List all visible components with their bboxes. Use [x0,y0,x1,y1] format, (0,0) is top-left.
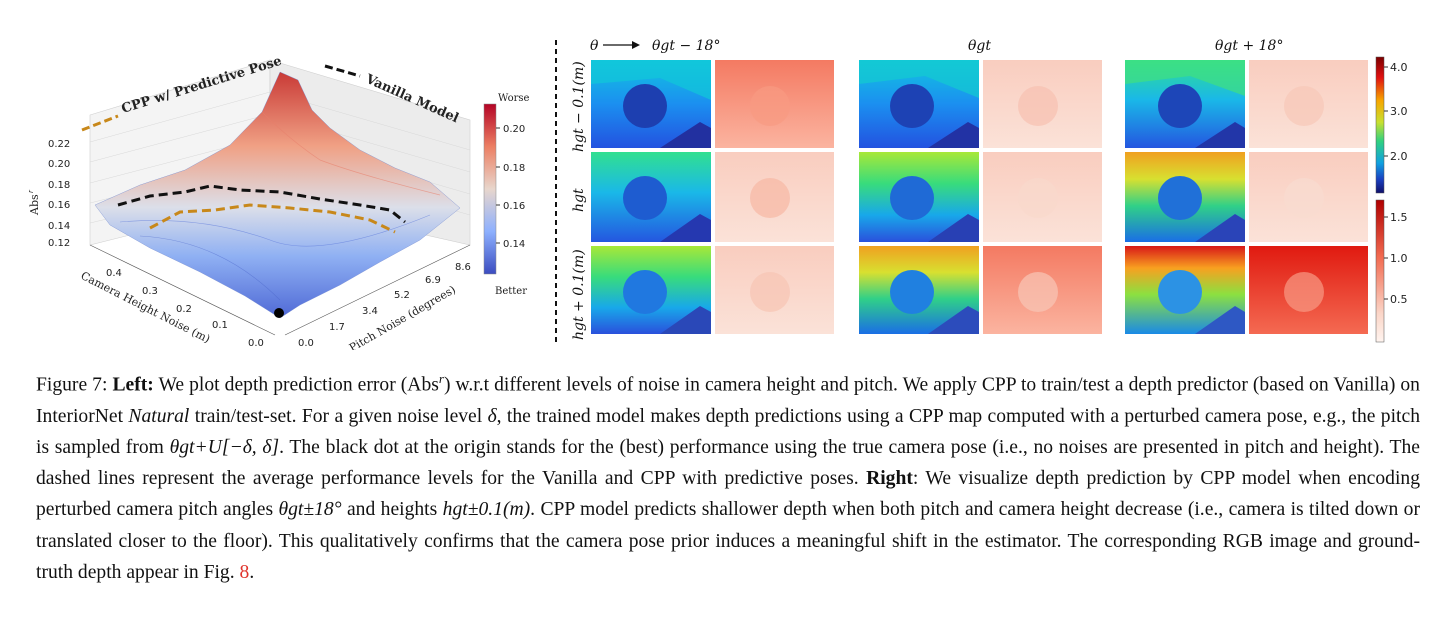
error-colorbar-tick: 1.0 [1390,252,1408,265]
caption-text: . [249,561,255,583]
depth-cell [859,246,979,334]
error-cell [715,60,834,148]
error-cell [1249,152,1368,242]
pitch-tick: 5.2 [394,290,410,301]
vanilla-level-line [117,184,406,224]
row-header: hgt − 0.1(m) [571,61,587,152]
pitch-tick: 8.6 [455,262,471,273]
surface-plot: CPP w/ Predictive Pose Vanilla Model 0.2… [27,54,530,350]
origin-dot [274,308,284,318]
depth-cell [859,152,979,242]
error-surface [94,71,461,319]
col-header: θgt + 18° [1215,38,1283,54]
caption-text: . CPP model predicts shallower depth whe… [36,499,1420,583]
height-tick: 0.1 [212,320,228,331]
pitch-tick: 1.7 [329,322,345,333]
figure-7: CPP w/ Predictive Pose Vanilla Model 0.2… [27,38,1408,350]
pitch-tick: 6.9 [425,275,441,286]
colorbar-tick: 0.16 [503,201,525,212]
colorbar-better-label: Better [495,286,527,297]
z-tick: 0.16 [48,200,70,211]
error-colorbar-tick: 0.5 [1390,293,1408,306]
z-tick: 0.12 [48,238,70,249]
z-tick: 0.22 [48,139,70,150]
depth-cell [1125,152,1245,242]
row-header: hgt [571,188,587,212]
caption-math: δ [487,405,497,427]
caption-math: θgt±18° [278,499,342,521]
pitch-tick: 0.0 [298,338,314,349]
error-colorbar: Worse Better 0.20 0.18 0.16 0.14 [483,93,530,297]
depth-cell [591,246,711,334]
caption-text: . The black dot at the origin stands for… [36,436,1420,490]
depth-cell [591,152,711,242]
figure-caption: Figure 7: Left: We plot depth prediction… [36,363,1420,588]
depth-cell [1125,60,1245,148]
height-axis-label: Camera Height Noise (m) [79,269,213,346]
row-header: hgt + 0.1(m) [571,249,587,340]
caption-text: and heights [341,499,443,521]
caption-math: hgt±0.1(m) [442,499,531,521]
colorbar-tick: 0.20 [503,124,525,135]
error-cell [1249,246,1368,334]
z-axis-label-sup: r [27,189,35,193]
error-cell [983,246,1102,334]
caption-text: train/test-set. For a given noise level [189,405,488,427]
col-header: θgt [968,38,991,54]
caption-text: We plot depth prediction error (Abs [153,374,439,396]
height-tick: 0.4 [106,268,122,279]
left-label: Left: [112,374,154,396]
caption-sup: r [438,371,444,386]
depth-cell [859,60,979,148]
colorbar-worse-label: Worse [498,93,530,104]
right-label: Right [866,468,913,490]
figure-reference-link[interactable]: 8 [239,561,250,583]
depth-cell [591,60,711,148]
figure-label: Figure 7: [36,374,108,396]
error-cell [715,152,834,242]
pitch-tick: 3.4 [362,306,378,317]
depth-grid: θ θgt − 18° θgt θgt + 18° hgt − 0.1(m) h… [571,38,1408,343]
z-tick: 0.14 [48,221,70,232]
caption-text: : We visualize depth prediction by CPP m… [36,468,1420,521]
cpp-level-line [149,203,396,234]
error-cell [983,60,1102,148]
caption-math: θgt+U[−δ, δ] [169,436,280,458]
depth-cell [1125,246,1245,334]
error-colorbar-tick: 1.5 [1390,211,1408,224]
height-tick: 0.3 [142,286,158,297]
z-axis: 0.22 0.20 0.18 0.16 0.14 0.12 Abs r [27,139,70,249]
error-colorbar-right: 1.5 1.0 0.5 [1375,199,1408,343]
depth-colorbar-tick: 3.0 [1390,105,1408,118]
caption-text: , the trained model makes depth predicti… [36,405,1420,458]
theta-arrow-label: θ [590,38,599,54]
depth-colorbar-tick: 2.0 [1390,150,1408,163]
caption-italic: Natural [128,405,190,427]
error-cell [983,152,1102,242]
col-header: θgt − 18° [652,38,720,54]
colorbar-tick: 0.14 [503,239,525,250]
vanilla-legend-swatch [324,64,361,78]
colorbar-tick: 0.18 [503,163,525,174]
height-tick: 0.2 [176,304,192,315]
z-axis-label: Abs [28,194,41,216]
depth-colorbar-tick: 4.0 [1390,61,1408,74]
z-tick: 0.20 [48,159,70,170]
caption-text: ) w.r.t different levels of noise in cam… [36,374,1420,427]
depth-colorbar: 4.0 3.0 2.0 [1375,56,1408,194]
z-tick: 0.18 [48,180,70,191]
height-tick: 0.0 [248,338,264,349]
error-cell [715,246,834,334]
error-cell [1249,60,1368,148]
cpp-legend-swatch [81,114,119,132]
